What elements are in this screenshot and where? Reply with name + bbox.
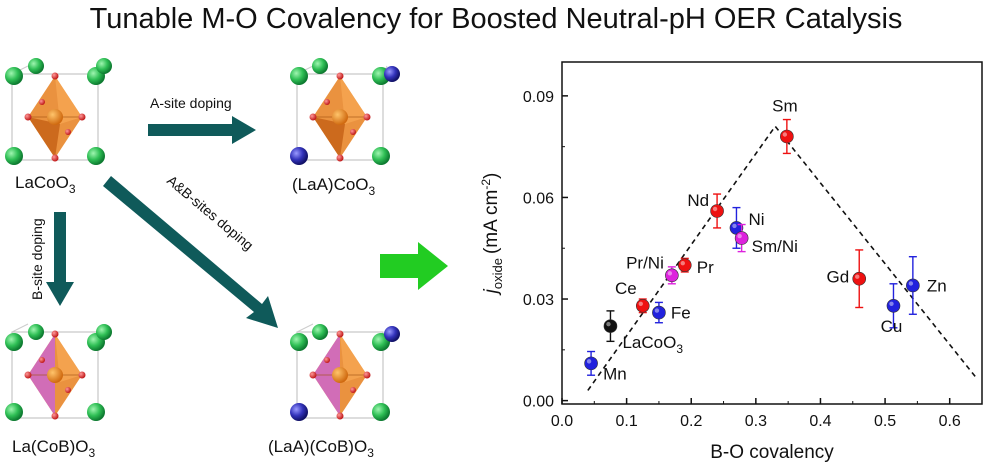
- structure-lacoo3: [5, 58, 112, 165]
- marker: [584, 356, 598, 371]
- point-label: Fe: [671, 304, 691, 323]
- point-label: Sm/Ni: [752, 237, 798, 256]
- y-tick-label: 0.03: [523, 292, 554, 309]
- marker: [780, 129, 794, 144]
- point-sm-ni: Sm/Ni: [734, 223, 798, 256]
- arrow-a-site-doping: [148, 116, 256, 144]
- point-nd: Nd: [687, 191, 724, 229]
- point-label: Pr/Ni: [626, 253, 664, 272]
- marker: [665, 268, 679, 283]
- page-title: Tunable M-O Covalency for Boosted Neutra…: [89, 3, 903, 35]
- marker: [906, 278, 920, 293]
- arrow-ab-sites-doping: [103, 176, 278, 328]
- marker: [677, 258, 692, 272]
- point-label: LaCoO3: [622, 333, 683, 356]
- point-label: Nd: [687, 191, 709, 210]
- structure-b-site: [5, 323, 112, 421]
- label-a-site-doping: A-site doping: [150, 95, 232, 111]
- marker: [710, 204, 724, 218]
- x-tick-label: 0.2: [680, 413, 702, 430]
- arrow-b-site-doping: [46, 212, 74, 306]
- x-tick-label: 0.1: [615, 413, 637, 430]
- marker: [886, 299, 901, 313]
- point-pr: Pr: [677, 257, 714, 277]
- point-zn: Zn: [906, 256, 947, 315]
- point-gd: Gd: [827, 249, 867, 309]
- y-tick-label: 0.00: [523, 394, 554, 411]
- data-points: Mn LaCoO3 Ce Fe Pr/Ni Pr Nd Ni Sm/Ni Sm Gd Cu Zn: [584, 96, 947, 383]
- point-label: Sm: [772, 96, 798, 115]
- y-tick-label: 0.06: [523, 190, 554, 207]
- marker-highlight: [667, 271, 673, 276]
- point-pr-ni: Pr/Ni: [626, 253, 679, 285]
- point-cu: Cu: [881, 283, 903, 336]
- marker-highlight: [712, 206, 718, 212]
- point-label: Gd: [827, 268, 850, 287]
- point-label: Cu: [881, 317, 903, 336]
- plot-frame: [561, 61, 983, 405]
- marker: [635, 299, 650, 313]
- label-laa-cob-o3: (LaA)(CoB)O3: [268, 437, 374, 460]
- structure-a-site: [290, 58, 400, 165]
- point-label: Mn: [603, 364, 627, 383]
- y-axis: 0.00 0.03 0.06 0.09: [523, 89, 568, 411]
- y-axis-label: joxide(mA cm-2): [479, 173, 505, 297]
- point-label: Zn: [927, 276, 947, 295]
- x-tick-label: 0.5: [874, 413, 896, 430]
- point-label: Ni: [748, 210, 764, 229]
- x-tick-label: 0.6: [939, 413, 961, 430]
- marker-highlight: [680, 260, 685, 266]
- marker: [652, 305, 666, 320]
- point-sm: Sm: [772, 96, 798, 155]
- point-fe: Fe: [652, 301, 691, 324]
- marker-highlight: [638, 301, 643, 307]
- marker: [852, 271, 867, 286]
- marker-highlight: [737, 233, 742, 239]
- volcano-chart: 0.0 0.1 0.2 0.3 0.4 0.5 0.6 0.00 0.03 0.06 0.09 M…: [479, 61, 983, 463]
- point-lacoo: LaCoO3: [603, 310, 683, 356]
- x-tick-label: 0.4: [809, 413, 831, 430]
- x-tick-label: 0.3: [745, 413, 767, 430]
- marker-highlight: [889, 301, 894, 307]
- result-arrow: [380, 242, 448, 290]
- label-b-site-doping: B-site doping: [29, 218, 45, 300]
- marker: [603, 319, 618, 333]
- marker-highlight: [855, 274, 860, 279]
- structure-ab-site: [290, 323, 400, 421]
- x-axis-label: B-O covalency: [710, 442, 834, 463]
- marker-highlight: [654, 308, 660, 313]
- point-ce: Ce: [615, 279, 650, 314]
- marker-highlight: [908, 281, 914, 286]
- marker-highlight: [782, 132, 788, 137]
- marker-highlight: [606, 321, 611, 327]
- x-tick-label: 0.0: [551, 413, 573, 430]
- point-label: Pr: [697, 258, 714, 277]
- marker: [734, 231, 749, 245]
- y-tick-label: 0.09: [523, 89, 554, 106]
- point-mn: Mn: [584, 350, 627, 383]
- marker-highlight: [732, 223, 737, 229]
- point-label: Ce: [615, 279, 637, 298]
- label-lacoo3: LaCoO3: [15, 173, 76, 196]
- x-axis: 0.0 0.1 0.2 0.3 0.4 0.5 0.6: [551, 398, 961, 430]
- label-laa-coo3: (LaA)CoO3: [292, 175, 376, 198]
- label-la-cob-o3: La(CoB)O3: [12, 437, 96, 460]
- marker-highlight: [586, 359, 592, 364]
